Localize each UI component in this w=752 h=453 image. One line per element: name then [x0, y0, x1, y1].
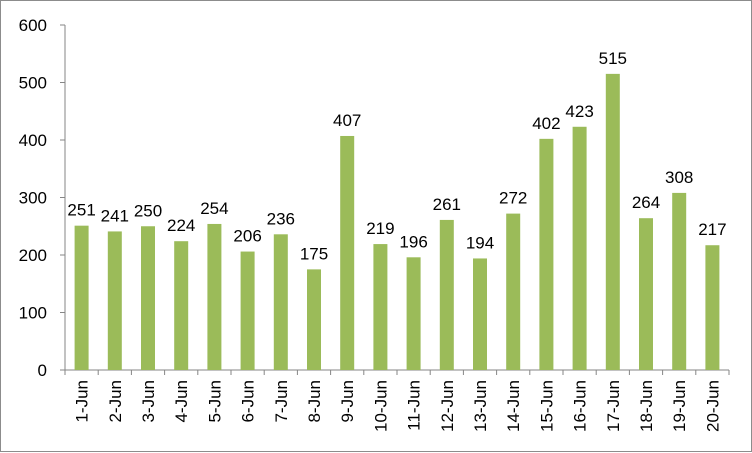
y-tick-label: 200: [19, 246, 47, 265]
x-axis: 1-Jun 2-Jun 3-Jun 4-Jun 5-Jun 6-Jun 7-Jun 8-Jun…: [64, 369, 730, 432]
y-tick-label: 100: [19, 304, 47, 323]
data-label-5-Jun: 254: [200, 199, 228, 218]
data-label-20-Jun: 217: [698, 220, 726, 239]
x-tick-label: 13-Jun: [471, 380, 490, 432]
bar-17-Jun: [605, 73, 620, 370]
bar-11-Jun: [406, 257, 421, 370]
data-label-9-Jun: 407: [333, 111, 361, 130]
bar-9-Jun: [340, 135, 355, 370]
data-label-15-Jun: 402: [532, 114, 560, 133]
data-label-18-Jun: 264: [632, 193, 660, 212]
x-tick-label: 11-Jun: [405, 380, 424, 431]
y-tick-label: 0: [38, 361, 47, 380]
bar-5-Jun: [207, 223, 222, 370]
data-label-1-Jun: 251: [67, 201, 95, 220]
data-label-10-Jun: 219: [366, 219, 394, 238]
bar-3-Jun: [141, 226, 155, 370]
bar-13-Jun: [473, 258, 487, 370]
x-tick-label: 12-Jun: [438, 380, 457, 432]
bar-16-Jun: [572, 126, 587, 371]
bar-1-Jun: [74, 225, 89, 370]
data-label-12-Jun: 261: [433, 195, 461, 214]
bar-19-Jun: [672, 192, 687, 370]
data-label-16-Jun: 423: [565, 102, 593, 121]
data-label-6-Jun: 206: [233, 227, 261, 246]
data-label-8-Jun: 175: [300, 244, 328, 263]
data-label-4-Jun: 224: [167, 216, 195, 235]
x-tick-label: 8-Jun: [305, 380, 324, 423]
bar-8-Jun: [307, 269, 321, 370]
bar-15-Jun: [539, 138, 554, 370]
data-label-17-Jun: 515: [599, 49, 627, 68]
bar-20-Jun: [705, 245, 720, 370]
bar-2-Jun: [107, 231, 122, 370]
y-axis: 0 100 200 300 400 500 600: [19, 16, 66, 380]
x-tick-label: 4-Jun: [172, 380, 191, 423]
y-tick-label: 400: [19, 131, 47, 150]
data-label-11-Jun: 196: [399, 232, 427, 251]
x-tick-label: 20-Jun: [703, 380, 722, 432]
x-tick-label: 5-Jun: [205, 380, 224, 423]
x-tick-label: 15-Jun: [537, 380, 556, 432]
bar-6-Jun: [240, 251, 255, 370]
bars: [74, 73, 720, 371]
bar-4-Jun: [174, 241, 189, 370]
x-tick-label: 18-Jun: [637, 380, 656, 432]
y-tick-label: 600: [19, 16, 47, 35]
x-tick-label: 16-Jun: [571, 380, 590, 432]
x-tick-label: 7-Jun: [272, 380, 291, 423]
data-label-13-Jun: 194: [466, 233, 494, 252]
x-tick-label: 2-Jun: [106, 380, 125, 423]
bar-12-Jun: [439, 219, 454, 370]
data-label-2-Jun: 241: [101, 206, 129, 225]
x-tick-label: 1-Jun: [73, 380, 92, 423]
x-tick-label: 14-Jun: [504, 380, 523, 432]
data-label-3-Jun: 250: [134, 201, 162, 220]
bar-7-Jun: [273, 234, 288, 370]
bar-18-Jun: [639, 218, 653, 370]
x-tick-label: 17-Jun: [604, 380, 623, 432]
data-labels: 251 241 250 224 254 206 236 175 407 219 196 261 194 2…: [67, 49, 726, 264]
x-tick-label: 10-Jun: [371, 380, 390, 432]
data-label-14-Jun: 272: [499, 189, 527, 208]
x-tick-label: 9-Jun: [338, 380, 357, 423]
bar-10-Jun: [373, 244, 388, 370]
x-tick-label: 6-Jun: [239, 380, 258, 423]
data-label-7-Jun: 236: [267, 209, 295, 228]
bar-14-Jun: [506, 213, 521, 370]
x-tick-label: 19-Jun: [670, 380, 689, 432]
y-tick-label: 300: [19, 189, 47, 208]
data-label-19-Jun: 308: [665, 168, 693, 187]
x-tick-label: 3-Jun: [139, 380, 158, 423]
y-tick-label: 500: [19, 74, 47, 93]
